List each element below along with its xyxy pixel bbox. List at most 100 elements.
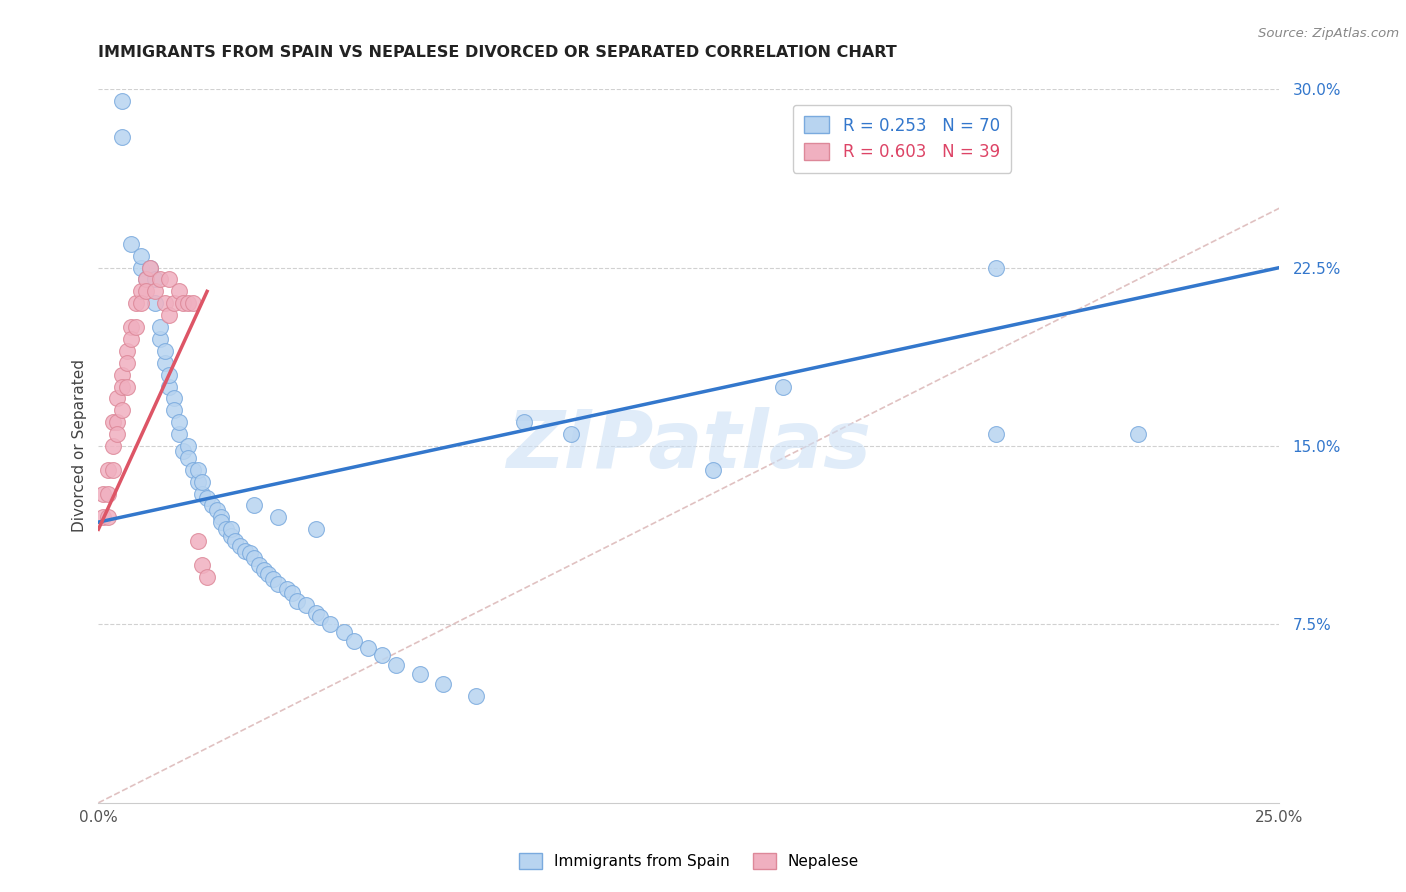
Point bbox=[408, 667, 430, 681]
Point bbox=[139, 260, 162, 275]
Point bbox=[125, 296, 148, 310]
Point bbox=[167, 427, 190, 442]
Point bbox=[371, 648, 394, 663]
Point bbox=[385, 657, 408, 672]
Point bbox=[111, 379, 134, 393]
Point bbox=[984, 260, 1007, 275]
Point bbox=[149, 332, 172, 346]
Point bbox=[984, 427, 1007, 442]
Point bbox=[209, 515, 232, 529]
Point bbox=[135, 285, 157, 299]
Point bbox=[111, 129, 134, 144]
Point bbox=[97, 463, 120, 477]
Point bbox=[305, 606, 328, 620]
Point bbox=[276, 582, 298, 596]
Point bbox=[125, 320, 148, 334]
Point bbox=[243, 550, 266, 565]
Point bbox=[121, 236, 143, 251]
Point bbox=[101, 415, 124, 429]
Point bbox=[285, 593, 308, 607]
Legend: Immigrants from Spain, Nepalese: Immigrants from Spain, Nepalese bbox=[513, 847, 865, 875]
Point bbox=[101, 439, 124, 453]
Point bbox=[129, 285, 152, 299]
Point bbox=[129, 260, 152, 275]
Point bbox=[135, 272, 157, 286]
Point bbox=[177, 296, 200, 310]
Point bbox=[177, 450, 200, 465]
Point bbox=[149, 272, 172, 286]
Point bbox=[205, 503, 228, 517]
Point bbox=[209, 510, 232, 524]
Point bbox=[149, 320, 172, 334]
Point bbox=[157, 308, 180, 322]
Point bbox=[121, 332, 143, 346]
Point bbox=[267, 510, 290, 524]
Point bbox=[129, 296, 152, 310]
Point bbox=[201, 499, 224, 513]
Point bbox=[342, 634, 364, 648]
Point bbox=[191, 558, 214, 572]
Point bbox=[181, 463, 204, 477]
Point bbox=[101, 463, 124, 477]
Point bbox=[157, 379, 180, 393]
Point bbox=[167, 415, 190, 429]
Point bbox=[105, 392, 128, 406]
Point bbox=[153, 296, 176, 310]
Point bbox=[305, 522, 328, 536]
Point bbox=[157, 272, 180, 286]
Text: IMMIGRANTS FROM SPAIN VS NEPALESE DIVORCED OR SEPARATED CORRELATION CHART: IMMIGRANTS FROM SPAIN VS NEPALESE DIVORC… bbox=[98, 45, 897, 60]
Point bbox=[172, 443, 194, 458]
Point bbox=[143, 285, 166, 299]
Point bbox=[295, 599, 318, 613]
Point bbox=[115, 356, 138, 370]
Point bbox=[432, 677, 454, 691]
Point bbox=[257, 567, 280, 582]
Point bbox=[187, 463, 209, 477]
Point bbox=[129, 249, 152, 263]
Point bbox=[91, 510, 114, 524]
Point bbox=[233, 543, 256, 558]
Point bbox=[139, 260, 162, 275]
Point bbox=[111, 368, 134, 382]
Point bbox=[195, 491, 218, 506]
Point bbox=[97, 510, 120, 524]
Point bbox=[247, 558, 270, 572]
Point bbox=[177, 439, 200, 453]
Point bbox=[143, 296, 166, 310]
Point bbox=[215, 522, 238, 536]
Point bbox=[115, 379, 138, 393]
Point bbox=[253, 563, 276, 577]
Point bbox=[135, 272, 157, 286]
Point bbox=[772, 379, 794, 393]
Legend: R = 0.253   N = 70, R = 0.603   N = 39: R = 0.253 N = 70, R = 0.603 N = 39 bbox=[793, 104, 1011, 173]
Point bbox=[560, 427, 582, 442]
Point bbox=[167, 285, 190, 299]
Point bbox=[153, 343, 176, 358]
Point bbox=[143, 272, 166, 286]
Point bbox=[157, 368, 180, 382]
Point bbox=[239, 546, 262, 560]
Point bbox=[181, 296, 204, 310]
Point bbox=[512, 415, 534, 429]
Point bbox=[1126, 427, 1149, 442]
Text: ZIPatlas: ZIPatlas bbox=[506, 407, 872, 485]
Point bbox=[357, 641, 380, 656]
Y-axis label: Divorced or Separated: Divorced or Separated bbox=[72, 359, 87, 533]
Point bbox=[163, 296, 186, 310]
Point bbox=[309, 610, 332, 624]
Point bbox=[281, 586, 304, 600]
Point bbox=[262, 572, 284, 586]
Point bbox=[97, 486, 120, 500]
Point bbox=[243, 499, 266, 513]
Point bbox=[187, 534, 209, 549]
Point bbox=[91, 486, 114, 500]
Point bbox=[187, 475, 209, 489]
Point bbox=[172, 296, 194, 310]
Point bbox=[111, 403, 134, 417]
Point bbox=[219, 522, 242, 536]
Point bbox=[191, 486, 214, 500]
Text: Source: ZipAtlas.com: Source: ZipAtlas.com bbox=[1258, 27, 1399, 40]
Point bbox=[319, 617, 342, 632]
Point bbox=[163, 403, 186, 417]
Point bbox=[267, 577, 290, 591]
